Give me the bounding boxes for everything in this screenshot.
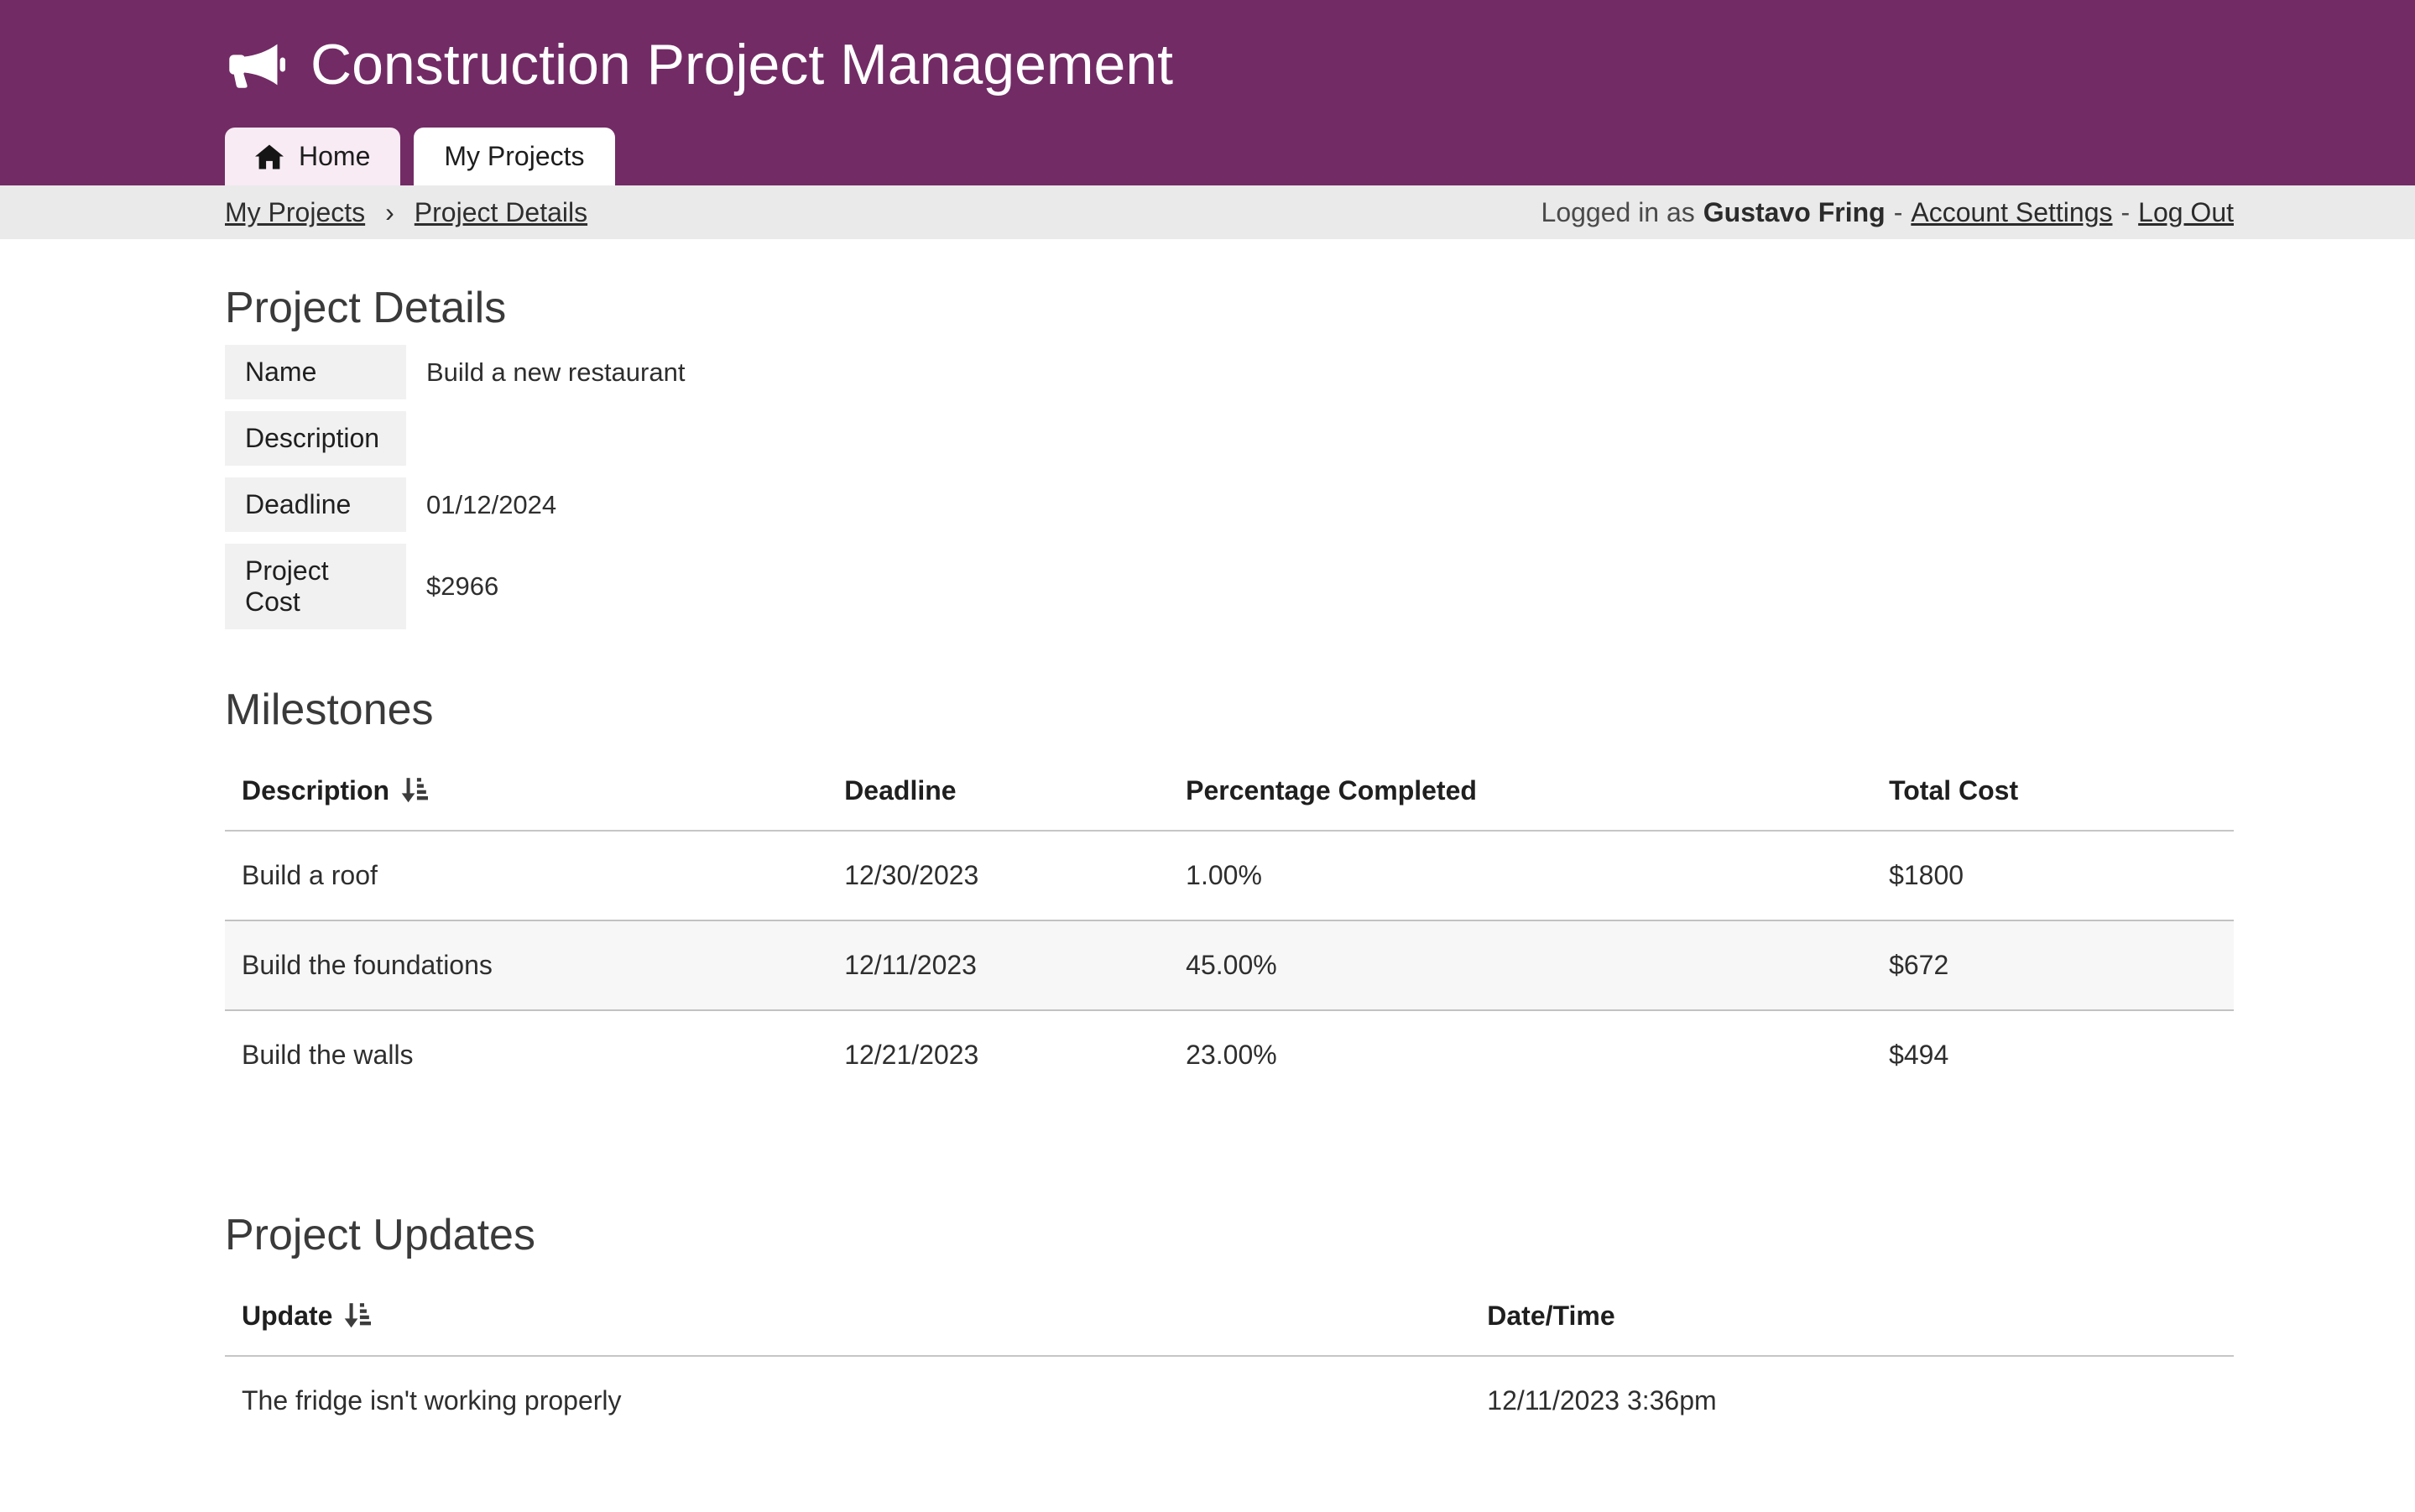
milestones-heading: Milestones: [225, 686, 434, 735]
field-label: Description: [225, 411, 406, 467]
project-details-fields: Name Build a new restaurant Description …: [225, 345, 2234, 630]
updates-header-row: Update Date/Time: [225, 1277, 2234, 1358]
project-details-heading: Project Details: [225, 284, 507, 333]
breadcrumb: My Projects › Project Details: [225, 197, 587, 228]
breadcrumb-link-project-details[interactable]: Project Details: [414, 196, 588, 227]
milestones-table: Description Deadline Percentage Complete…: [225, 752, 2234, 1099]
megaphone-icon: [225, 39, 285, 90]
main-nav: Home My Projects: [225, 128, 2234, 186]
cell-percentage: 23.00%: [1186, 1040, 1277, 1071]
account-settings-link[interactable]: Account Settings: [1911, 196, 2113, 227]
tab-home-label: Home: [299, 141, 371, 172]
field-row-name: Name Build a new restaurant: [225, 345, 2234, 400]
field-row-deadline: Deadline 01/12/2024: [225, 477, 2234, 533]
col-header-total-cost[interactable]: Total Cost: [1872, 752, 2234, 832]
sort-amount-down-icon: [345, 1303, 372, 1328]
cell-percentage: 1.00%: [1186, 860, 1262, 891]
cell-percentage: 45.00%: [1186, 950, 1277, 981]
breadcrumb-link-my-projects[interactable]: My Projects: [225, 196, 366, 227]
project-updates-table: Update Date/Time The fridge isn't: [225, 1277, 2234, 1445]
cell-total-cost: $672: [1889, 950, 1949, 981]
session-info: Logged in as Gustavo Fring - Account Set…: [1541, 197, 2234, 228]
cell-deadline: 12/30/2023: [844, 860, 979, 891]
cell-total-cost: $494: [1889, 1040, 1949, 1071]
main-content: Project Details Name Build a new restaur…: [225, 283, 2234, 1445]
cell-description: Build a roof: [242, 860, 378, 891]
col-header-deadline[interactable]: Deadline: [827, 752, 1170, 832]
cell-description: Build the foundations: [242, 950, 493, 981]
logged-in-text: Logged in as: [1541, 196, 1695, 227]
sort-amount-down-icon: [401, 778, 429, 803]
milestone-row: Build the walls 12/21/2023 23.00% $494: [225, 1010, 2234, 1099]
tab-my-projects[interactable]: My Projects: [414, 128, 615, 186]
cell-deadline: 12/21/2023: [844, 1040, 979, 1071]
app-title-row: Construction Project Management: [225, 32, 2234, 97]
tab-home[interactable]: Home: [225, 128, 401, 186]
tab-my-projects-label: My Projects: [444, 141, 585, 172]
field-value: Build a new restaurant: [426, 357, 686, 387]
app-title: Construction Project Management: [310, 33, 1174, 96]
field-label: Name: [225, 345, 406, 400]
cell-total-cost: $1800: [1889, 860, 1964, 891]
cell-update: The fridge isn't working properly: [242, 1385, 622, 1416]
log-out-link[interactable]: Log Out: [2138, 196, 2234, 227]
username: Gustavo Fring: [1703, 196, 1886, 227]
field-row-description: Description: [225, 411, 2234, 467]
breadcrumb-separator-icon: ›: [385, 196, 394, 227]
milestones-header-row: Description Deadline Percentage Complete…: [225, 752, 2234, 832]
field-row-project-cost: Project Cost $2966: [225, 544, 2234, 630]
cell-description: Build the walls: [242, 1040, 414, 1071]
field-label: Deadline: [225, 477, 406, 533]
dash-separator: -: [2120, 196, 2131, 227]
field-value: $2966: [426, 571, 499, 602]
col-header-update[interactable]: Update: [225, 1277, 1471, 1358]
page-root: Construction Project Management Home My …: [0, 0, 2415, 1445]
app-header: Construction Project Management Home My …: [0, 0, 2415, 186]
breadcrumb-bar: My Projects › Project Details Logged in …: [0, 185, 2415, 240]
home-icon: [255, 144, 284, 169]
col-header-percentage-completed[interactable]: Percentage Completed: [1169, 752, 1873, 832]
update-row: The fridge isn't working properly 12/11/…: [225, 1356, 2234, 1445]
milestone-row: Build the foundations 12/11/2023 45.00% …: [225, 920, 2234, 1011]
cell-deadline: 12/11/2023: [844, 950, 977, 981]
col-header-description[interactable]: Description: [225, 752, 828, 832]
project-updates-heading: Project Updates: [225, 1211, 535, 1260]
milestone-row: Build a roof 12/30/2023 1.00% $1800: [225, 831, 2234, 920]
dash-separator: -: [1893, 196, 1903, 227]
col-header-date-time[interactable]: Date/Time: [1470, 1277, 2234, 1358]
field-value: 01/12/2024: [426, 489, 557, 519]
field-label: Project Cost: [225, 544, 406, 630]
cell-date-time: 12/11/2023 3:36pm: [1487, 1385, 1717, 1416]
